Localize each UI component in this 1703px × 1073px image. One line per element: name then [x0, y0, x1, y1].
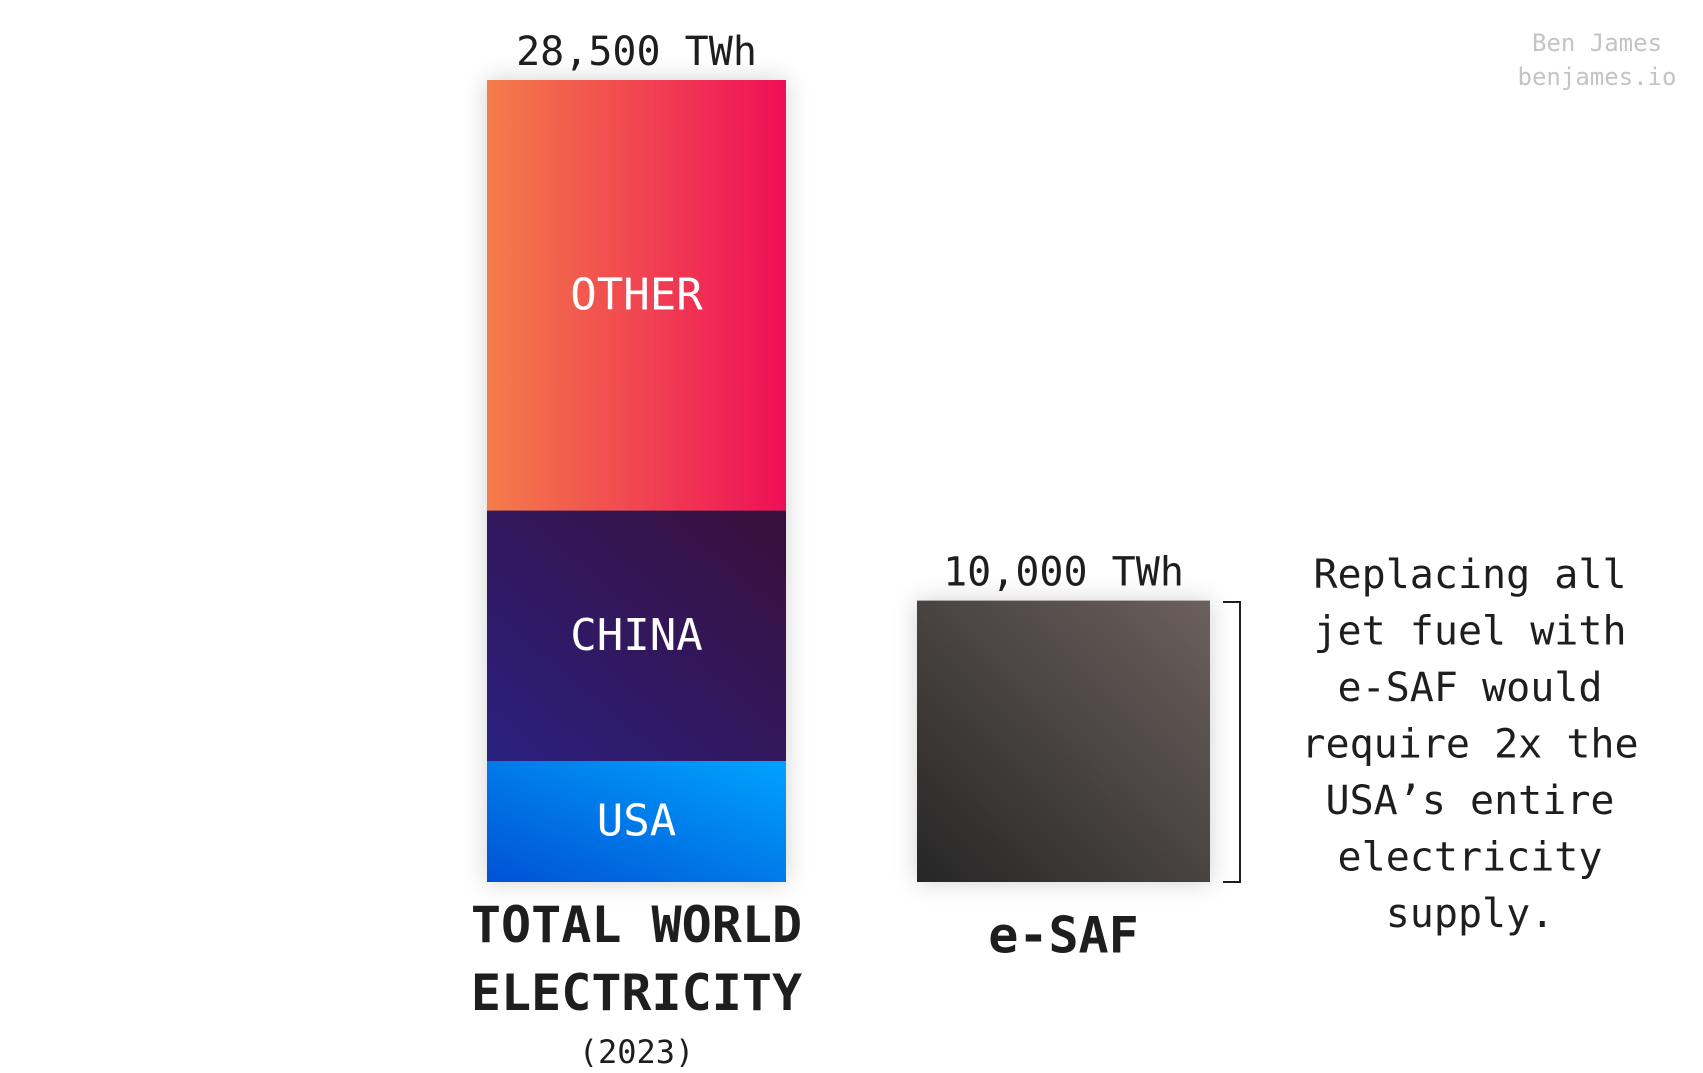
annotation: jet fuel with [1313, 609, 1626, 655]
segment-label: OTHER [570, 269, 703, 320]
segment-label: USA [597, 795, 676, 846]
bracket [1223, 601, 1241, 883]
segment-label: CHINA [570, 610, 702, 661]
annotation: e-SAF would [1338, 665, 1603, 711]
bar-segment [487, 760, 786, 882]
credit: Ben James [1532, 29, 1662, 57]
credit: benjames.io [1518, 63, 1677, 91]
annotation: supply. [1386, 891, 1555, 937]
annotation: require 2x the [1301, 722, 1638, 768]
annotation: electricity [1338, 835, 1603, 881]
category-note: (2023) [579, 1033, 695, 1071]
bar-segment [487, 510, 786, 761]
total-label: 10,000 TWh [943, 550, 1184, 596]
total-label: 28,500 TWh [516, 29, 757, 75]
bar-segment [917, 600, 1210, 882]
annotation: Replacing all [1313, 552, 1626, 598]
bar-segment [487, 80, 786, 511]
annotation: USA’s entire [1326, 778, 1615, 824]
category-label: e-SAF [988, 907, 1139, 965]
category-label: TOTAL WORLD ELECTRICITY [471, 896, 802, 1022]
